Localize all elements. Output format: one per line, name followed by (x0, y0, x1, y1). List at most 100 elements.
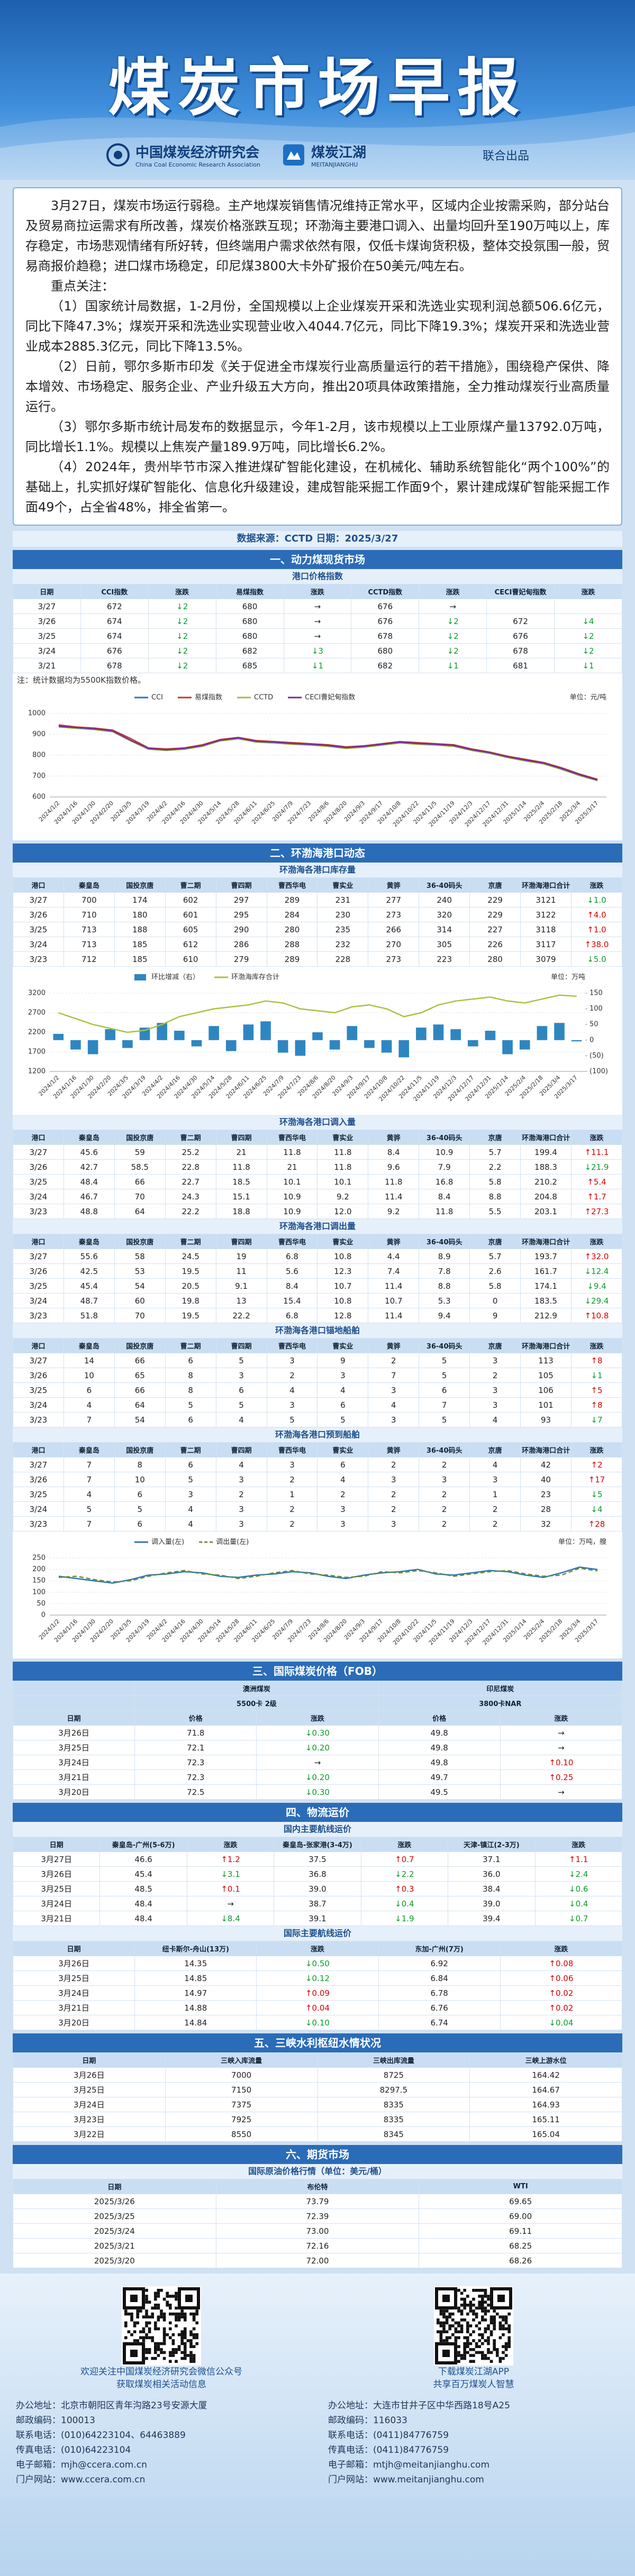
qr-module (192, 2354, 196, 2357)
qr-module (189, 2339, 193, 2342)
qr-module (487, 2336, 490, 2340)
table-cell: 4 (63, 1397, 115, 1413)
table-cell: 72.16 (215, 2238, 420, 2253)
qr-module (457, 2345, 460, 2348)
table-cell: ↓0.4 (360, 1896, 449, 1911)
table-row: 2025/3/24 73.00 69.11 (13, 2223, 622, 2239)
qr-module (166, 2295, 169, 2298)
qr-module (463, 2345, 466, 2348)
table-row: 3/24 48.7 60 19.8 13 15.4 10.8 10.7 5.3 0 183.5 ↓29… (13, 1293, 623, 1308)
qr-module (496, 2351, 499, 2354)
contact-line: 门户网站：www.ccera.com.cn (16, 2474, 146, 2485)
qr-module (484, 2339, 487, 2342)
bar (70, 1040, 81, 1050)
table-cell: 69.00 (419, 2208, 622, 2224)
column-header: 秦皇岛-广州(5-6万) (99, 1837, 187, 1852)
table-cell: 5.8 (469, 1278, 521, 1294)
qr-finder (130, 2350, 138, 2357)
qr-module (469, 2348, 473, 2351)
table-cell: 64 (114, 1397, 166, 1413)
column-header: 涨跌 (256, 1941, 379, 1956)
table-cell: ↑1.7 (570, 1189, 623, 1204)
qr-module (145, 2321, 148, 2325)
table-cell: 6.84 (378, 1970, 501, 1986)
qr-module (475, 2289, 478, 2292)
qr-module (484, 2330, 487, 2333)
table-title: 国际主要航线运价 (13, 1926, 622, 1941)
table-cell: 10.7 (317, 1278, 369, 1294)
table-row: 3月24日 72.3 → 49.8 ↑0.10 (12, 1755, 623, 1770)
qr-module (448, 2327, 451, 2331)
column-header: 港口 (13, 1234, 64, 1249)
table-cell: 3月26日 (12, 1725, 135, 1740)
table-cell: 3/27 (13, 1353, 64, 1368)
table-block: 澳洲煤炭 印尼煤炭 5500卡 2级 3800卡NAR 日期 价格 涨跌 价格 涨跌 3月26日 7… (12, 1681, 623, 1800)
table-cell: 37.5 (274, 1851, 361, 1867)
qr-module (139, 2309, 142, 2313)
qr-module (192, 2312, 196, 2316)
qr-module (489, 2321, 493, 2325)
qr-module (184, 2351, 187, 2354)
bar (191, 1040, 202, 1047)
qr-module (184, 2348, 187, 2351)
table-cell: ↑1.1 (534, 1851, 623, 1867)
legend-label: CCI (151, 694, 163, 702)
y-tick-label: 100 (32, 1588, 46, 1596)
table-cell: 11.8 (419, 1204, 470, 1219)
table-cell: 710 (63, 907, 115, 922)
column-header: 京唐 (469, 1130, 521, 1145)
table-cell: ↑2 (570, 1457, 623, 1472)
table-title: 国际原油价格行情（单位：美元/桶） (13, 2164, 622, 2179)
qr-module (484, 2354, 487, 2357)
qr-module (162, 2339, 166, 2342)
grade-header: 3800卡NAR (378, 1695, 623, 1711)
qr-module (445, 2315, 449, 2318)
table-row: 3/25 674 ↓2 680 → 678 ↓2 676 ↓2 (13, 628, 622, 644)
table-cell: 297 (215, 892, 267, 907)
column-header: 三峡上游水位 (469, 2052, 622, 2068)
qr-module (145, 2336, 148, 2340)
table-cell: 15.1 (215, 1189, 267, 1204)
table-cell: ↓2.4 (534, 1866, 623, 1882)
table-cell: 3月21日 (12, 2000, 135, 2015)
qr-module (157, 2295, 160, 2298)
table-cell: 19 (215, 1249, 267, 1264)
qr-module (493, 2327, 496, 2331)
table-cell: 3月24日 (12, 1985, 135, 2001)
column-header: 曹实业 (317, 1234, 369, 1249)
table-cell: 700 (63, 892, 115, 907)
contact-line: 联系电话：(0411)84776759 (328, 2430, 449, 2441)
table-block: 国内主要航线运价 日期 秦皇岛-广州(5-6万) 涨跌 秦皇岛-张家港(3-4万) 涨跌天… (12, 1822, 623, 1926)
qr-module (484, 2306, 487, 2310)
table-cell: 2025/3/24 (13, 2223, 216, 2239)
qr-module (481, 2315, 484, 2318)
table-cell: 45.6 (63, 1144, 115, 1160)
table-cell: 21 (266, 1159, 318, 1175)
qr-module (502, 2357, 505, 2360)
qr-module (154, 2324, 157, 2327)
qr-module (472, 2309, 475, 2313)
table-cell: ↓2 (148, 613, 216, 629)
qr-module (478, 2327, 481, 2331)
qr-module (460, 2330, 464, 2333)
table-cell: → (500, 1784, 623, 1800)
qr-module (160, 2289, 163, 2292)
qr-module (504, 2348, 508, 2351)
qr-module (133, 2330, 137, 2333)
caption-line: 获取煤炭相关活动信息 (116, 2379, 206, 2390)
qr-module (189, 2342, 193, 2345)
bar (329, 1040, 340, 1050)
bar (433, 1024, 444, 1040)
qr-module (489, 2315, 493, 2318)
qr-module (469, 2360, 473, 2363)
qr-module (502, 2327, 505, 2331)
column-header: 36-40码头 (419, 1338, 470, 1353)
summary: 3月27日，煤炭市场运行弱稳。主产地煤炭销售情况维持正常水平，区域内企业按需采购… (13, 187, 622, 526)
qr-module (472, 2312, 475, 2316)
qr-module (504, 2315, 508, 2318)
legend-label: CECI曹妃甸指数 (305, 694, 355, 702)
table-cell: 45.4 (63, 1278, 115, 1294)
qr-module (442, 2309, 446, 2313)
table-cell: 22.7 (165, 1174, 216, 1189)
qr-module (175, 2315, 178, 2318)
